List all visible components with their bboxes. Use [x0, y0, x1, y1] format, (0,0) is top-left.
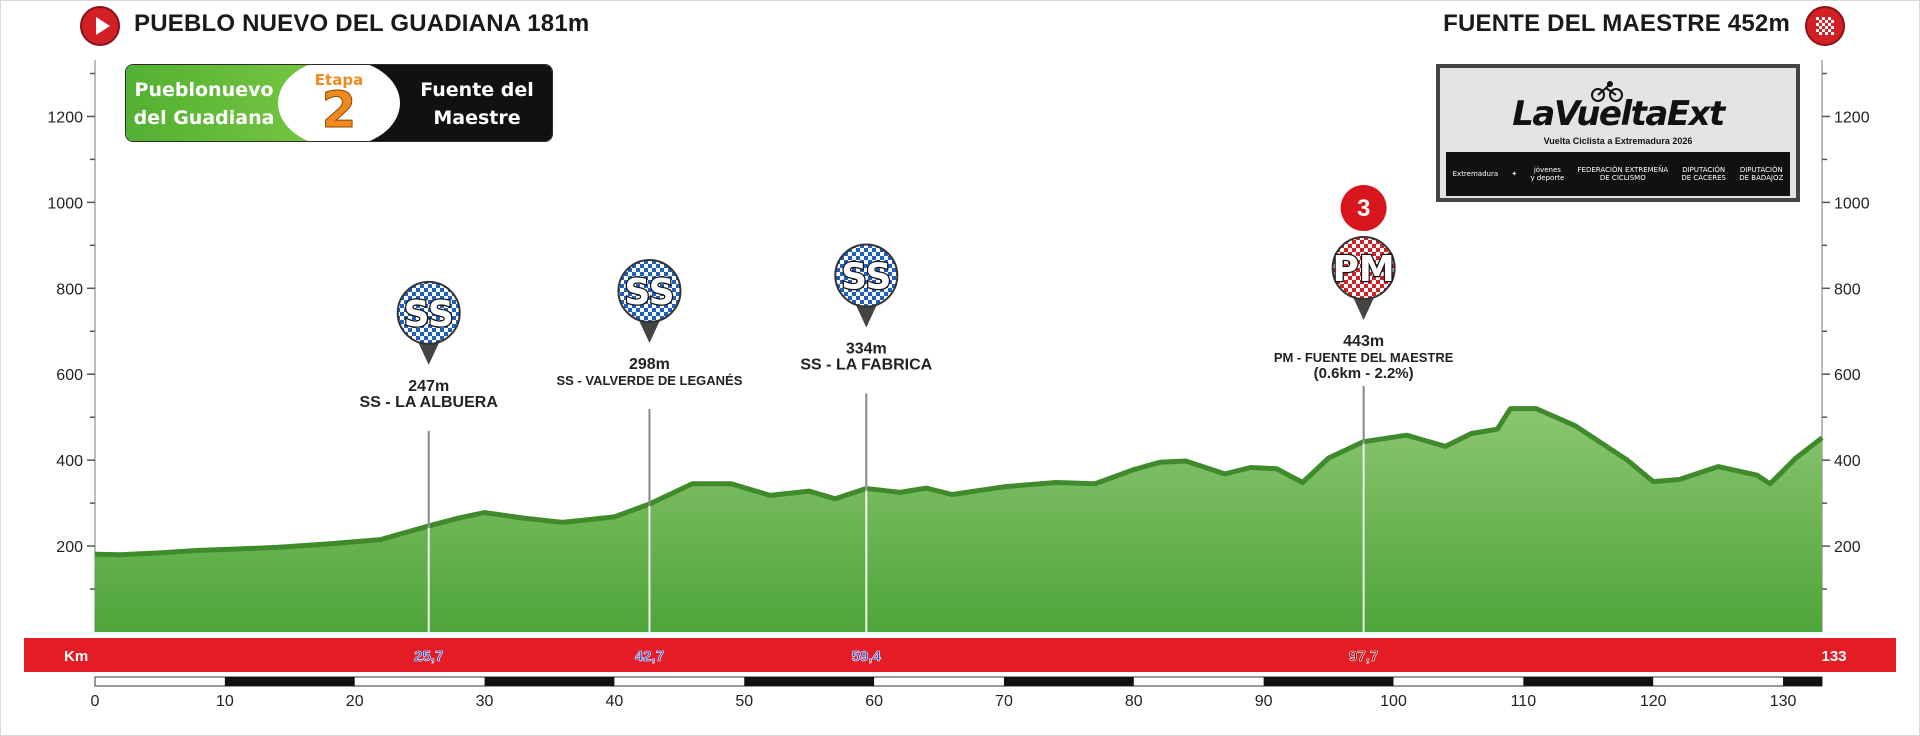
y-tick-label-left: 1000 [47, 195, 83, 212]
elevation-profile-area [95, 408, 1822, 632]
badge-stage-label: Etapa [314, 71, 364, 89]
ss-marker-icon [617, 258, 682, 323]
y-tick-label-left: 600 [56, 367, 83, 384]
sponsor-logo: Extremadura [1452, 170, 1499, 178]
y-tick-label-left: 800 [56, 281, 83, 298]
pm-marker-icon [1331, 236, 1396, 300]
km-band [24, 638, 1896, 672]
point-km-label: 97,7 [1349, 648, 1378, 665]
sponsor-logo: jóvenes y deporte [1530, 166, 1565, 182]
point-km-label: 59,4 [852, 648, 882, 665]
logo-subtitle: Vuelta Ciclista a Extremadura 2026 [1543, 136, 1693, 146]
x-tick-label: 110 [1511, 693, 1537, 710]
logo-name: LaVueltaExt [1512, 94, 1725, 134]
point-name: SS - LA FABRICA [800, 357, 932, 374]
ss-marker-label: SS [841, 257, 891, 298]
y-tick-label-right: 800 [1834, 281, 1861, 298]
x-tick-label: 130 [1770, 693, 1797, 710]
point-detail: (0.6km - 2.2%) [1314, 365, 1414, 382]
badge-stage-number: 2 [321, 81, 357, 140]
point-altitude: 298m [629, 356, 670, 373]
point-altitude: 247m [408, 378, 449, 395]
y-tick-label-left: 1200 [47, 109, 83, 126]
x-tick-label: 120 [1640, 693, 1667, 710]
cyclist-icon [1591, 81, 1623, 102]
y-tick-label-left: 400 [56, 453, 83, 470]
y-tick-label-right: 600 [1834, 367, 1861, 384]
x-scale-segment [744, 677, 875, 686]
x-tick-label: 90 [1255, 693, 1273, 710]
point-name: PM - FUENTE DEL MAESTRE [1274, 350, 1454, 365]
badge-end-town: Fuente del Maestre [420, 79, 534, 129]
sponsor-logo: DIPUTACIÓN DE CÁCERES [1681, 166, 1726, 182]
x-scale-segment [1523, 677, 1654, 686]
y-tick-label-right: 1200 [1834, 109, 1870, 126]
ss-marker-label: SS [404, 294, 454, 335]
x-tick-label: 40 [606, 693, 624, 710]
x-tick-label: 100 [1380, 693, 1407, 710]
checkered-flag-icon [1805, 6, 1845, 46]
y-tick-label-left: 200 [56, 539, 83, 556]
y-tick-label-right: 400 [1834, 453, 1861, 470]
badge-stage-circle: Etapa 2 [278, 65, 400, 141]
pm-marker-label: PM [1333, 249, 1395, 290]
x-tick-label: 20 [346, 693, 364, 710]
point-km-label: 25,7 [414, 648, 443, 665]
sponsor-strip: Extremadura ✦ jóvenes y deporte FEDERACI… [1446, 152, 1790, 196]
y-tick-label-right: 1000 [1834, 195, 1870, 212]
x-tick-label: 50 [735, 693, 753, 710]
category-badge [1340, 185, 1387, 231]
stage-badge: Pueblonuevo del Guadiana Fuente del Maes… [125, 64, 553, 142]
ss-marker-icon [834, 243, 899, 308]
ss-marker-icon [396, 280, 461, 345]
elevation-profile-edge [94, 406, 1824, 558]
play-icon [80, 6, 120, 46]
finish-title: FUENTE DEL MAESTRE 452m [1443, 10, 1790, 37]
x-tick-label: 60 [865, 693, 883, 710]
km-total: 133 [1821, 648, 1846, 665]
x-scale-segment [1263, 677, 1394, 686]
race-logo: LaVueltaExt Vuelta Ciclista a Extremadur… [1436, 64, 1800, 202]
x-tick-label: 80 [1125, 693, 1143, 710]
badge-start-town: Pueblonuevo del Guadiana [133, 79, 275, 129]
sponsor-logo: FEDERACIÓN EXTREMEÑA DE CICLISMO [1577, 166, 1669, 182]
x-tick-label: 70 [995, 693, 1013, 710]
point-altitude: 443m [1343, 333, 1384, 350]
sponsor-logo: ✦ [1511, 170, 1518, 178]
y-tick-label-right: 200 [1834, 539, 1861, 556]
start-title: PUEBLO NUEVO DEL GUADIANA 181m [134, 10, 590, 37]
x-scale-segment [484, 677, 615, 686]
category-number: 3 [1357, 195, 1370, 222]
x-tick-label: 30 [476, 693, 494, 710]
x-scale-segment [224, 677, 355, 686]
x-scale-segment [1783, 677, 1822, 686]
point-name: SS - VALVERDE DE LEGANÉS [557, 373, 743, 388]
sponsor-logo: DIPUTACIÓN DE BADAJOZ [1739, 166, 1784, 182]
ss-marker-label: SS [624, 272, 674, 313]
x-scale-segment [1003, 677, 1134, 686]
x-tick-label: 10 [216, 693, 234, 710]
x-tick-label: 0 [91, 693, 100, 710]
km-band-label: Km [64, 648, 88, 665]
point-km-label: 42,7 [635, 648, 664, 665]
point-name: SS - LA ALBUERA [360, 394, 499, 411]
point-altitude: 334m [846, 341, 887, 358]
